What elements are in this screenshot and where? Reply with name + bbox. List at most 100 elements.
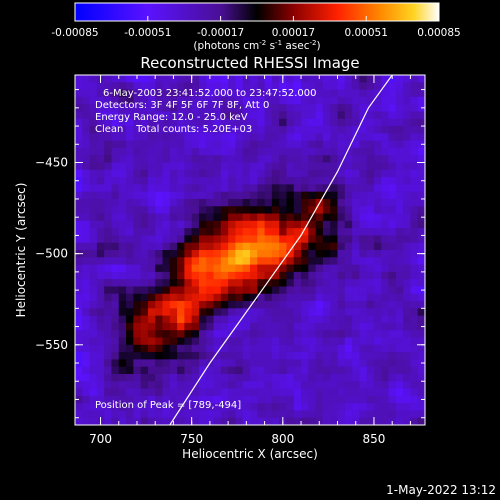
heatmap-cell bbox=[257, 162, 266, 171]
heatmap-cell bbox=[279, 250, 288, 258]
heatmap-cell bbox=[366, 89, 375, 98]
heatmap-cell bbox=[279, 126, 288, 134]
heatmap-cell bbox=[126, 388, 134, 397]
heatmap-cell bbox=[271, 89, 280, 98]
heatmap-cell bbox=[250, 213, 258, 222]
heatmap-cell bbox=[206, 220, 215, 229]
heatmap-cell bbox=[104, 198, 113, 207]
heatmap-cell bbox=[162, 366, 171, 375]
heatmap-cell bbox=[111, 366, 120, 375]
heatmap-cell bbox=[162, 155, 171, 164]
heatmap-cell bbox=[344, 330, 353, 339]
heatmap-cell bbox=[155, 322, 164, 331]
heatmap-cell bbox=[250, 301, 258, 309]
heatmap-cell bbox=[184, 308, 193, 317]
heatmap-cell bbox=[104, 403, 113, 412]
heatmap-cell bbox=[381, 89, 390, 98]
heatmap-cell bbox=[410, 242, 419, 251]
heatmap-cell bbox=[118, 366, 127, 375]
heatmap-cell bbox=[169, 373, 178, 382]
heatmap-cell bbox=[89, 111, 98, 120]
heatmap-cell bbox=[344, 286, 353, 295]
heatmap-cell bbox=[198, 366, 207, 375]
heatmap-cell bbox=[133, 359, 142, 368]
heatmap-cell bbox=[417, 388, 425, 397]
heatmap-cell bbox=[264, 308, 273, 317]
heatmap-cell bbox=[118, 242, 127, 251]
y-axis-label: Heliocentric Y (arcsec) bbox=[14, 183, 28, 318]
heatmap-cell bbox=[206, 169, 215, 178]
heatmap-cell bbox=[359, 417, 368, 425]
heatmap-cell bbox=[330, 118, 339, 127]
heatmap-cell bbox=[118, 293, 127, 302]
heatmap-cell bbox=[271, 235, 280, 244]
heatmap-cell bbox=[96, 381, 105, 390]
heatmap-cell bbox=[126, 293, 134, 302]
heatmap-cell bbox=[366, 184, 375, 193]
heatmap-cell bbox=[344, 315, 353, 324]
heatmap-cell bbox=[162, 133, 171, 142]
heatmap-cell bbox=[177, 89, 185, 98]
heatmap-cell bbox=[140, 104, 149, 113]
heatmap-cell bbox=[373, 388, 382, 397]
heatmap-cell bbox=[366, 206, 375, 215]
heatmap-cell bbox=[257, 235, 266, 244]
heatmap-cell bbox=[417, 315, 425, 324]
heatmap-cell bbox=[126, 301, 134, 309]
heatmap-cell bbox=[118, 162, 127, 171]
heatmap-cell bbox=[111, 373, 120, 382]
heatmap-cell bbox=[410, 169, 419, 178]
heatmap-cell bbox=[206, 271, 215, 280]
heatmap-cell bbox=[381, 111, 390, 120]
heatmap-cell bbox=[264, 344, 273, 353]
heatmap-cell bbox=[89, 104, 98, 113]
heatmap-cell bbox=[271, 96, 280, 105]
heatmap-cell bbox=[184, 213, 193, 222]
heatmap-cell bbox=[184, 147, 193, 156]
heatmap-cell bbox=[250, 330, 258, 339]
heatmap-cell bbox=[155, 410, 164, 419]
heatmap-cell bbox=[403, 352, 412, 360]
heatmap-cell bbox=[191, 279, 200, 288]
heatmap-cell bbox=[330, 344, 339, 353]
heatmap-cell bbox=[75, 366, 83, 375]
heatmap-cell bbox=[330, 264, 339, 273]
heatmap-cell bbox=[82, 198, 91, 207]
heatmap-cell bbox=[191, 308, 200, 317]
heatmap-cell bbox=[366, 352, 375, 360]
heatmap-cell bbox=[410, 126, 419, 134]
heatmap-cell bbox=[257, 155, 266, 164]
heatmap-cell bbox=[301, 395, 309, 404]
heatmap-cell bbox=[235, 257, 244, 266]
heatmap-cell bbox=[235, 403, 244, 412]
heatmap-cell bbox=[155, 271, 164, 280]
heatmap-cell bbox=[271, 228, 280, 237]
heatmap-cell bbox=[373, 155, 382, 164]
heatmap-cell bbox=[293, 169, 302, 178]
heatmap-cell bbox=[198, 206, 207, 215]
heatmap-cell bbox=[352, 352, 360, 360]
heatmap-cell bbox=[118, 133, 127, 142]
heatmap-cell bbox=[133, 301, 142, 309]
heatmap-cell bbox=[417, 96, 425, 105]
heatmap-cell bbox=[169, 286, 178, 295]
heatmap-cell bbox=[206, 366, 215, 375]
heatmap-cell bbox=[242, 133, 251, 142]
heatmap-cell bbox=[344, 264, 353, 273]
heatmap-cell bbox=[198, 111, 207, 120]
heatmap-cell bbox=[242, 322, 251, 331]
heatmap-cell bbox=[220, 118, 229, 127]
heatmap-cell bbox=[366, 381, 375, 390]
heatmap-cell bbox=[381, 213, 390, 222]
heatmap-cell bbox=[403, 198, 412, 207]
heatmap-cell bbox=[352, 228, 360, 237]
heatmap-cell bbox=[198, 140, 207, 149]
heatmap-cell bbox=[162, 89, 171, 98]
heatmap-cell bbox=[344, 162, 353, 171]
heatmap-cell bbox=[184, 191, 193, 200]
heatmap-cell bbox=[264, 75, 273, 83]
heatmap-cell bbox=[104, 82, 113, 91]
heatmap-cell bbox=[395, 206, 404, 215]
heatmap-cell bbox=[177, 228, 185, 237]
heatmap-cell bbox=[111, 293, 120, 302]
